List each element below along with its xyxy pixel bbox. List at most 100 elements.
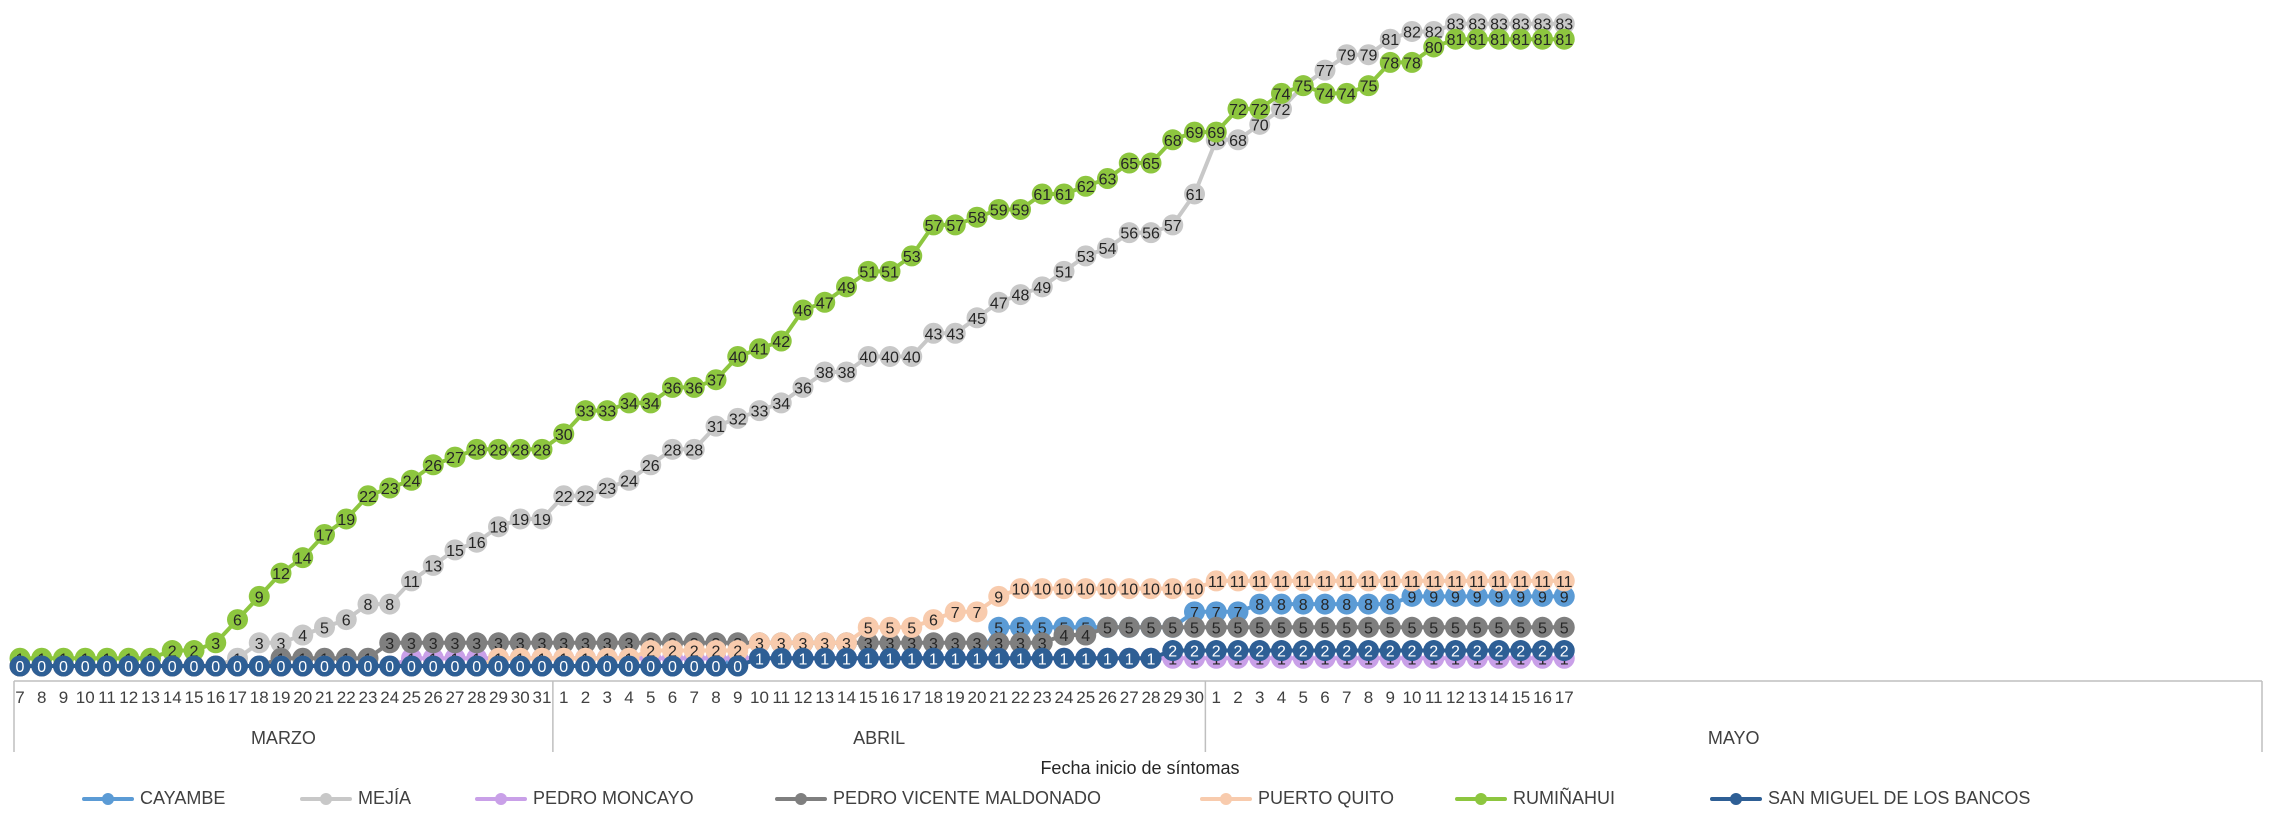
x-group-label: MAYO [1708, 728, 1760, 748]
data-label: 2 [1321, 644, 1330, 661]
data-label: 74 [1338, 86, 1356, 103]
data-point [1053, 647, 1075, 669]
data-label: 2 [1429, 644, 1438, 661]
data-point [1271, 570, 1292, 592]
data-label: 5 [1038, 620, 1047, 637]
data-point [1031, 183, 1053, 205]
x-tick-label: 14 [837, 688, 856, 707]
data-point [1031, 647, 1053, 669]
x-tick-label: 19 [272, 688, 291, 707]
data-point [705, 640, 727, 662]
data-label: 11 [1556, 574, 1573, 591]
data-label: 0 [211, 659, 220, 676]
data-label: 53 [903, 249, 921, 266]
data-point [683, 376, 705, 398]
data-point [792, 647, 814, 669]
data-point [1031, 578, 1053, 600]
data-label: 4 [1060, 628, 1069, 645]
data-label: 5 [1451, 620, 1460, 637]
data-point [857, 260, 879, 282]
data-label: 2 [1473, 644, 1482, 661]
data-point [140, 655, 161, 677]
legend-swatch [300, 789, 352, 809]
data-point [1510, 640, 1532, 662]
data-label: 83 [1512, 17, 1530, 34]
data-label: 8 [1386, 597, 1395, 614]
data-point [923, 632, 944, 654]
data-point [314, 523, 335, 545]
legend-item: PUERTO QUITO [1200, 788, 1394, 809]
legend-item: SAN MIGUEL DE LOS BANCOS [1710, 788, 2030, 809]
data-label: 3 [1016, 636, 1025, 653]
data-point [1227, 640, 1249, 662]
data-label: 0 [646, 659, 655, 676]
data-point [292, 624, 314, 646]
data-point [814, 291, 836, 313]
x-tick-label: 11 [98, 688, 116, 707]
data-point [1227, 601, 1249, 623]
data-point [640, 640, 662, 662]
data-point [248, 585, 270, 607]
x-tick-label: 17 [1555, 688, 1574, 707]
data-label: 53 [1077, 249, 1095, 266]
x-tick-label: 6 [668, 688, 677, 707]
data-label: 2 [1255, 644, 1264, 661]
x-tick-label: 26 [1098, 688, 1117, 707]
data-label: 5 [1342, 620, 1351, 637]
data-point [1358, 570, 1379, 592]
x-tick-label: 8 [37, 688, 46, 707]
data-label: 11 [1251, 574, 1268, 591]
data-point [422, 632, 444, 654]
data-point [1140, 578, 1162, 600]
data-label: 42 [772, 334, 790, 351]
x-tick-label: 16 [206, 688, 225, 707]
data-label: 9 [1560, 589, 1569, 606]
data-point [1488, 28, 1510, 50]
data-label: 5 [1190, 620, 1199, 637]
data-label: 8 [1255, 597, 1264, 614]
data-point [662, 376, 683, 398]
x-tick-label: 30 [1185, 688, 1204, 707]
data-point [1336, 570, 1358, 592]
data-label: 14 [294, 551, 312, 568]
data-label: 26 [424, 458, 442, 475]
data-label: 11 [1230, 574, 1247, 591]
data-point [1271, 98, 1292, 120]
legend-label: CAYAMBE [140, 788, 226, 808]
data-label: 2 [190, 644, 199, 661]
data-label: 81 [1555, 32, 1573, 49]
data-point [1488, 585, 1510, 607]
data-point [118, 655, 140, 677]
x-tick-label: 20 [968, 688, 987, 707]
series-line [20, 21, 1565, 668]
x-tick-label: 15 [185, 688, 204, 707]
data-label: 28 [664, 442, 682, 459]
data-point [596, 655, 618, 677]
data-label: 68 [1229, 133, 1247, 150]
x-tick-label: 8 [1364, 688, 1373, 707]
data-label: 5 [994, 620, 1003, 637]
x-tick-label: 11 [1425, 688, 1443, 707]
data-label: 0 [168, 659, 177, 676]
data-label: 63 [1099, 172, 1117, 189]
data-label: 1 [886, 651, 895, 668]
data-label: 0 [690, 659, 699, 676]
data-point [531, 655, 553, 677]
data-point [749, 338, 770, 360]
data-label: 3 [799, 636, 808, 653]
data-label: 2 [1212, 644, 1221, 661]
data-label: 8 [1364, 597, 1373, 614]
data-point [1292, 593, 1314, 615]
data-label: 11 [1382, 574, 1399, 591]
data-point [1205, 601, 1227, 623]
data-point [161, 655, 183, 677]
data-label: 36 [685, 380, 703, 397]
data-label: 3 [385, 636, 394, 653]
data-label: 1 [1125, 651, 1134, 668]
legend-item: PEDRO VICENTE MALDONADO [775, 788, 1101, 809]
data-point [488, 516, 509, 538]
data-point [422, 554, 444, 576]
data-label: 12 [272, 566, 290, 583]
x-tick-label: 13 [1468, 688, 1487, 707]
